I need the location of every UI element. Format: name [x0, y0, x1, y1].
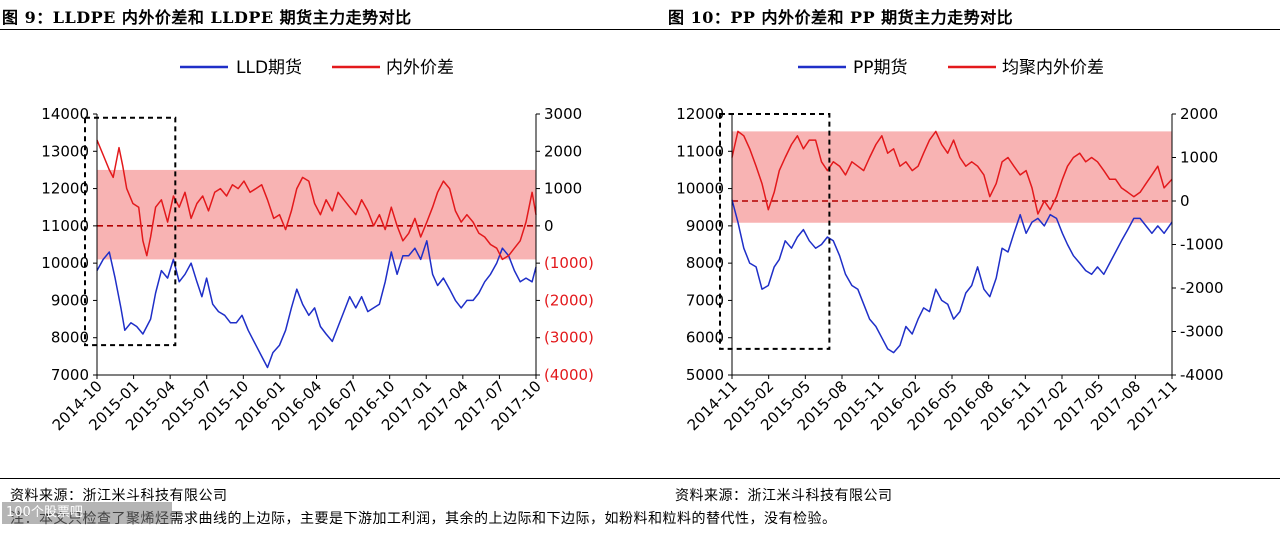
left-tick-label: 7000 — [686, 291, 724, 309]
right-tick-label: -2000 — [1180, 279, 1224, 297]
left-tick-label: 14000 — [41, 105, 89, 123]
footer-divider — [0, 478, 1280, 479]
right-tick-label: 3000 — [544, 105, 582, 123]
right-source-note: 资料来源：浙江米斗科技有限公司 — [675, 488, 893, 504]
left-tick-label: 13000 — [41, 142, 89, 160]
right-tick-label: (4000) — [544, 366, 594, 384]
series-line-spread — [731, 130, 1173, 215]
series-line-futures — [96, 240, 537, 369]
right-tick-label: -1000 — [1180, 236, 1224, 254]
left-tick-label: 12000 — [676, 105, 724, 123]
left-tick-label: 5000 — [686, 366, 724, 384]
lldpe-chart: 1400013000120001100010000900080007000300… — [41, 58, 594, 434]
right-tick-label: -4000 — [1180, 366, 1224, 384]
band-shading — [97, 169, 536, 260]
highlight-box — [719, 113, 831, 350]
series-line-spread — [96, 139, 537, 261]
legend-label: 均聚内外价差 — [1002, 58, 1104, 78]
pp-chart: 1200011000100009000800070006000500020001… — [676, 58, 1223, 434]
right-tick-label: (2000) — [544, 291, 594, 309]
left-tick-label: 8000 — [686, 254, 724, 272]
legend-label: LLD期货 — [236, 58, 302, 78]
left-tick-label: 10000 — [676, 180, 724, 198]
legend-label: 内外价差 — [386, 58, 454, 78]
title-divider — [0, 29, 1280, 30]
right-tick-label: 1000 — [1180, 149, 1218, 167]
right-tick-label: (1000) — [544, 254, 594, 272]
left-source-note: 资料来源：浙江米斗科技有限公司 — [10, 488, 228, 504]
left-tick-label: 6000 — [686, 329, 724, 347]
right-chart-title: 图 10：PP 内外价差和 PP 期货主力走势对比 — [668, 8, 1014, 27]
right-tick-label: 2000 — [544, 142, 582, 160]
left-tick-label: 9000 — [686, 217, 724, 235]
right-tick-label: 1000 — [544, 180, 582, 198]
left-tick-label: 7000 — [51, 366, 89, 384]
series-line-futures — [731, 199, 1173, 354]
right-tick-label: (3000) — [544, 329, 594, 347]
left-tick-label: 9000 — [51, 291, 89, 309]
left-tick-label: 10000 — [41, 254, 89, 272]
left-tick-label: 11000 — [676, 142, 724, 160]
right-tick-label: 0 — [1180, 192, 1190, 210]
footnote: 注：本文只检查了聚烯烃需求曲线的上边际，主要是下游加工利润，其余的上边际和下边际… — [10, 511, 837, 527]
right-tick-label: -3000 — [1180, 323, 1224, 341]
left-tick-label: 12000 — [41, 180, 89, 198]
left-tick-label: 8000 — [51, 329, 89, 347]
charts-canvas: 1400013000120001100010000900080007000300… — [41, 58, 1223, 434]
legend-label: PP期货 — [853, 58, 908, 78]
watermark-logo: 100个股票吧 — [2, 502, 172, 524]
right-tick-label: 0 — [544, 217, 554, 235]
left-tick-label: 11000 — [41, 217, 89, 235]
highlight-box — [84, 116, 177, 347]
left-chart-title: 图 9：LLDPE 内外价差和 LLDPE 期货主力走势对比 — [2, 8, 412, 27]
right-tick-label: 2000 — [1180, 105, 1218, 123]
